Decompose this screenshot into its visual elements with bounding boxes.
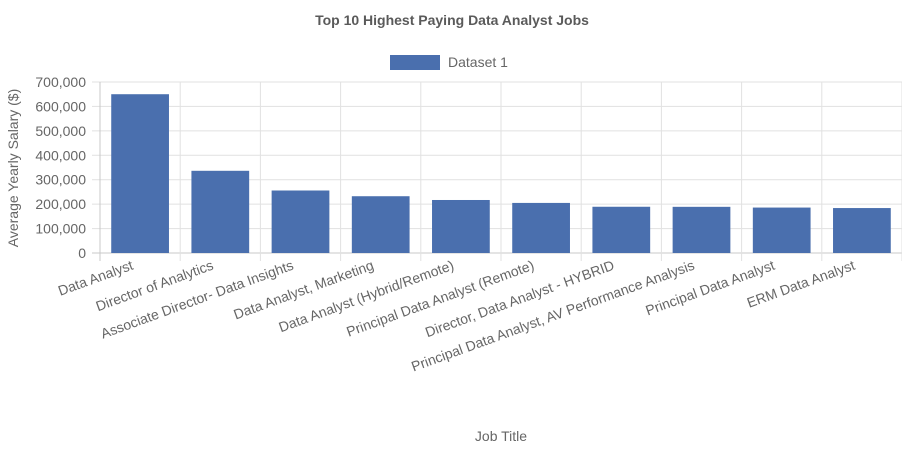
- y-axis-ticks: 0 100,000 200,000 300,000 400,000 500,000 600,…: [35, 74, 86, 261]
- y-tick-label: 600,000: [35, 98, 86, 114]
- bar[interactable]: [752, 207, 811, 253]
- bar[interactable]: [271, 190, 330, 253]
- bars: [111, 94, 891, 253]
- bar[interactable]: [672, 206, 731, 253]
- bar[interactable]: [592, 206, 651, 253]
- y-tick-label: 300,000: [35, 172, 86, 188]
- y-tick-label: 100,000: [35, 221, 86, 237]
- legend-swatch: [390, 55, 440, 70]
- y-tick-label: 0: [78, 245, 86, 261]
- legend-label: Dataset 1: [448, 54, 508, 70]
- bar[interactable]: [191, 170, 250, 253]
- bar[interactable]: [512, 202, 570, 253]
- chart-title: Top 10 Highest Paying Data Analyst Jobs: [315, 12, 589, 28]
- bar[interactable]: [351, 196, 410, 253]
- y-tick-label: 700,000: [35, 74, 86, 90]
- y-tick-label: 500,000: [35, 123, 86, 139]
- legend[interactable]: Dataset 1: [390, 54, 508, 70]
- x-axis-title: Job Title: [475, 428, 527, 444]
- y-tick-label: 200,000: [35, 196, 86, 212]
- bar[interactable]: [833, 208, 891, 253]
- bar[interactable]: [111, 94, 169, 253]
- bar[interactable]: [432, 199, 490, 253]
- y-tick-label: 400,000: [35, 147, 86, 163]
- y-axis-title: Average Yearly Salary ($): [5, 89, 21, 248]
